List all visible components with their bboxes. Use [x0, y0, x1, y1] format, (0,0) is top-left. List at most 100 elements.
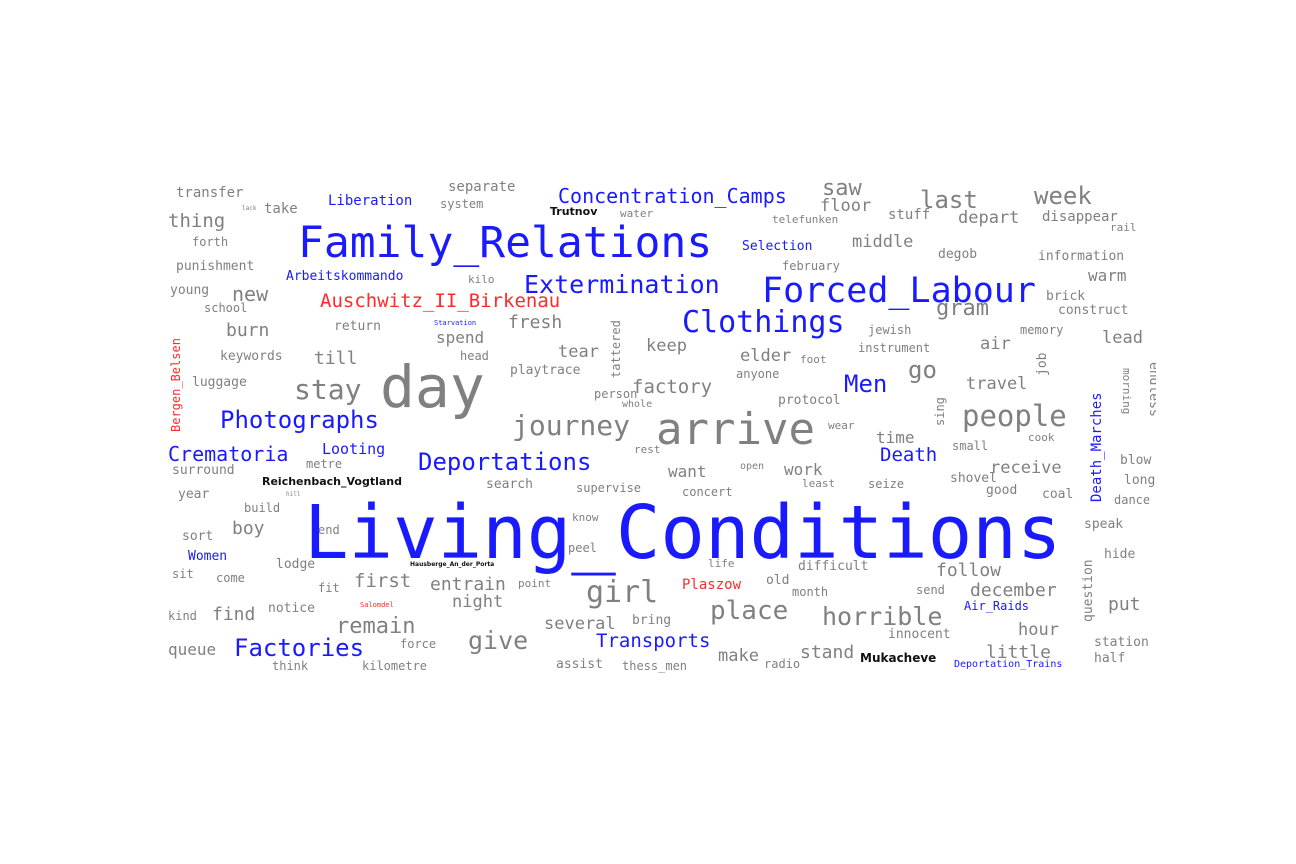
word: Salomdel	[360, 601, 394, 609]
word: difficult	[798, 559, 869, 574]
word: Hausberge_An_der_Porta	[410, 561, 495, 568]
word: Plaszow	[682, 577, 742, 593]
word: rail	[1110, 221, 1137, 234]
word: boy	[232, 518, 265, 539]
word: Selection	[742, 239, 813, 254]
word: time	[876, 428, 915, 447]
word: hide	[1104, 547, 1136, 562]
word: tear	[558, 342, 599, 362]
word: Death_Marches	[1089, 392, 1105, 502]
word: saw	[822, 178, 862, 201]
word: make	[718, 646, 759, 666]
word: open	[740, 461, 765, 472]
word: school	[204, 301, 248, 315]
word: kilometre	[362, 659, 428, 673]
word: lodge	[276, 557, 316, 572]
word: Men	[844, 370, 888, 398]
word: Factories	[234, 634, 365, 662]
word: rest	[634, 443, 661, 456]
word: sing	[933, 397, 947, 426]
word: construct	[1058, 303, 1129, 318]
word: degob	[938, 247, 978, 262]
word: entrain	[430, 574, 506, 595]
word: burn	[226, 320, 270, 341]
word: cook	[1028, 431, 1055, 444]
word: luggage	[192, 375, 247, 390]
word: horrible	[822, 602, 943, 631]
word: innocent	[888, 627, 951, 642]
word: Bergen_Belsen	[169, 338, 183, 432]
word: follow	[936, 560, 1002, 581]
word: whole	[622, 399, 653, 410]
word: people	[962, 399, 1067, 433]
word: several	[544, 614, 616, 634]
word: Women	[188, 549, 228, 564]
word: forth	[192, 235, 229, 249]
word: till	[314, 348, 358, 369]
word: new	[232, 282, 269, 306]
word: put	[1108, 594, 1141, 615]
word: station	[1094, 635, 1149, 650]
word: notice	[268, 601, 315, 616]
word: morning	[1120, 368, 1133, 415]
word: fit	[318, 581, 340, 595]
word: day	[380, 353, 485, 421]
word: Liberation	[328, 193, 413, 209]
word: metre	[306, 457, 343, 471]
word: floor	[820, 196, 872, 216]
word: Death	[880, 444, 938, 466]
word: want	[668, 462, 707, 481]
word: Starvation	[434, 319, 477, 327]
word: Transports	[596, 630, 711, 652]
word: depart	[958, 208, 1020, 228]
word: Auschwitz_II_Birkenau	[320, 290, 561, 312]
word: Extermination	[524, 270, 720, 299]
word: come	[216, 571, 245, 585]
word: least	[802, 477, 836, 490]
word: last	[920, 186, 978, 214]
word: half	[1094, 651, 1126, 666]
word: Air_Raids	[964, 599, 1030, 613]
word-cloud: Living_Conditions day arrive Family_Rela…	[168, 178, 1156, 680]
word: hour	[1018, 620, 1059, 640]
word: stay	[294, 373, 362, 406]
word: system	[440, 197, 484, 211]
word: sit	[172, 567, 194, 581]
word: stuff	[888, 207, 931, 223]
word: person	[594, 387, 638, 401]
word: send	[916, 583, 945, 597]
word: thing	[168, 210, 226, 232]
word: work	[784, 460, 823, 479]
word: Crematoria	[168, 442, 289, 466]
word: Living_Conditions	[304, 490, 1062, 576]
word: water	[620, 207, 654, 220]
word: factory	[632, 376, 713, 398]
word: speak	[1084, 517, 1124, 532]
word: air	[980, 334, 1011, 354]
word: remain	[336, 614, 416, 639]
word: lead	[1102, 328, 1143, 348]
word: Concentration_Camps	[558, 184, 787, 208]
word: jewish	[868, 323, 912, 337]
word: point	[518, 577, 552, 590]
word: elder	[740, 346, 792, 366]
word: long	[1124, 473, 1156, 488]
word: blow	[1120, 453, 1152, 468]
word: disappear	[1042, 209, 1118, 225]
word: week	[1034, 182, 1092, 210]
word: kind	[168, 609, 197, 623]
word: december	[970, 580, 1057, 601]
word: old	[766, 573, 790, 588]
word: information	[1038, 249, 1125, 264]
word: job	[1035, 352, 1050, 376]
word: surround	[172, 463, 235, 478]
word: keywords	[220, 349, 283, 364]
word: search	[486, 477, 533, 492]
word: queue	[168, 640, 217, 659]
word: peel	[568, 541, 597, 555]
word: telefunken	[772, 213, 839, 226]
word: little	[986, 642, 1052, 663]
word: arrive	[656, 404, 815, 455]
word: return	[334, 319, 381, 334]
word: girl	[586, 575, 659, 610]
